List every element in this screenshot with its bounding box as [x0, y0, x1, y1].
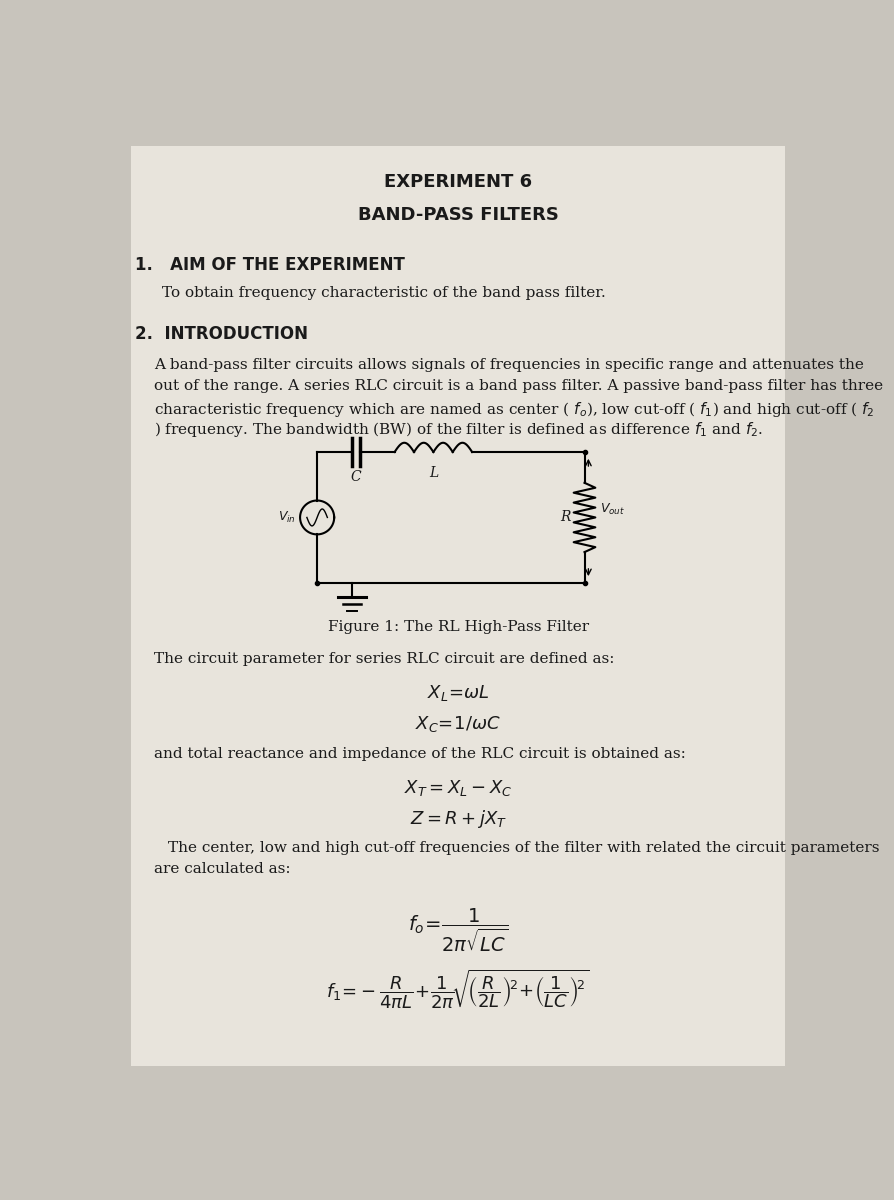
Text: $X_T = X_L - X_C$: $X_T = X_L - X_C$ — [404, 778, 512, 798]
Text: out of the range. A series RLC circuit is a band pass filter. A passive band-pas: out of the range. A series RLC circuit i… — [155, 379, 883, 392]
Text: L: L — [429, 466, 438, 480]
Text: The center, low and high cut-off frequencies of the filter with related the circ: The center, low and high cut-off frequen… — [167, 841, 879, 854]
Text: 1.   AIM OF THE EXPERIMENT: 1. AIM OF THE EXPERIMENT — [135, 256, 405, 274]
Text: $f_o\!=\!\dfrac{1}{2\pi\sqrt{LC}}$: $f_o\!=\!\dfrac{1}{2\pi\sqrt{LC}}$ — [408, 906, 509, 954]
Text: $X_C\!=\!1/\omega C$: $X_C\!=\!1/\omega C$ — [416, 714, 501, 733]
Text: $X_L\!=\!\omega L$: $X_L\!=\!\omega L$ — [426, 683, 490, 703]
Text: EXPERIMENT 6: EXPERIMENT 6 — [384, 173, 532, 191]
Text: A band-pass filter circuits allows signals of frequencies in specific range and : A band-pass filter circuits allows signa… — [155, 358, 864, 372]
Text: $Z = R + jX_T$: $Z = R + jX_T$ — [409, 808, 507, 829]
Text: Figure 1: The RL High-Pass Filter: Figure 1: The RL High-Pass Filter — [327, 620, 589, 634]
Text: are calculated as:: are calculated as: — [155, 862, 291, 876]
Text: and total reactance and impedance of the RLC circuit is obtained as:: and total reactance and impedance of the… — [155, 746, 687, 761]
Bar — [131, 146, 785, 1066]
Text: $V_{in}$: $V_{in}$ — [278, 510, 296, 526]
Text: To obtain frequency characteristic of the band pass filter.: To obtain frequency characteristic of th… — [162, 287, 606, 300]
Text: The circuit parameter for series RLC circuit are defined as:: The circuit parameter for series RLC cir… — [155, 653, 615, 666]
Text: $f_1\!=\!-\dfrac{R}{4\pi L}\!+\!\dfrac{1}{2\pi}\!\sqrt{\!\left(\dfrac{R}{2L}\rig: $f_1\!=\!-\dfrac{R}{4\pi L}\!+\!\dfrac{1… — [326, 968, 590, 1010]
Text: BAND-PASS FILTERS: BAND-PASS FILTERS — [358, 205, 559, 223]
Text: $V_{out}$: $V_{out}$ — [600, 502, 625, 517]
Text: ) frequency. The bandwidth (BW) of the filter is defined as difference $f_1$ and: ) frequency. The bandwidth (BW) of the f… — [155, 420, 763, 439]
Text: characteristic frequency which are named as center ( $f_o$), low cut-off ( $f_1$: characteristic frequency which are named… — [155, 400, 874, 419]
Text: R: R — [560, 510, 570, 524]
Text: 2.  INTRODUCTION: 2. INTRODUCTION — [135, 325, 308, 343]
Text: C: C — [350, 470, 361, 485]
